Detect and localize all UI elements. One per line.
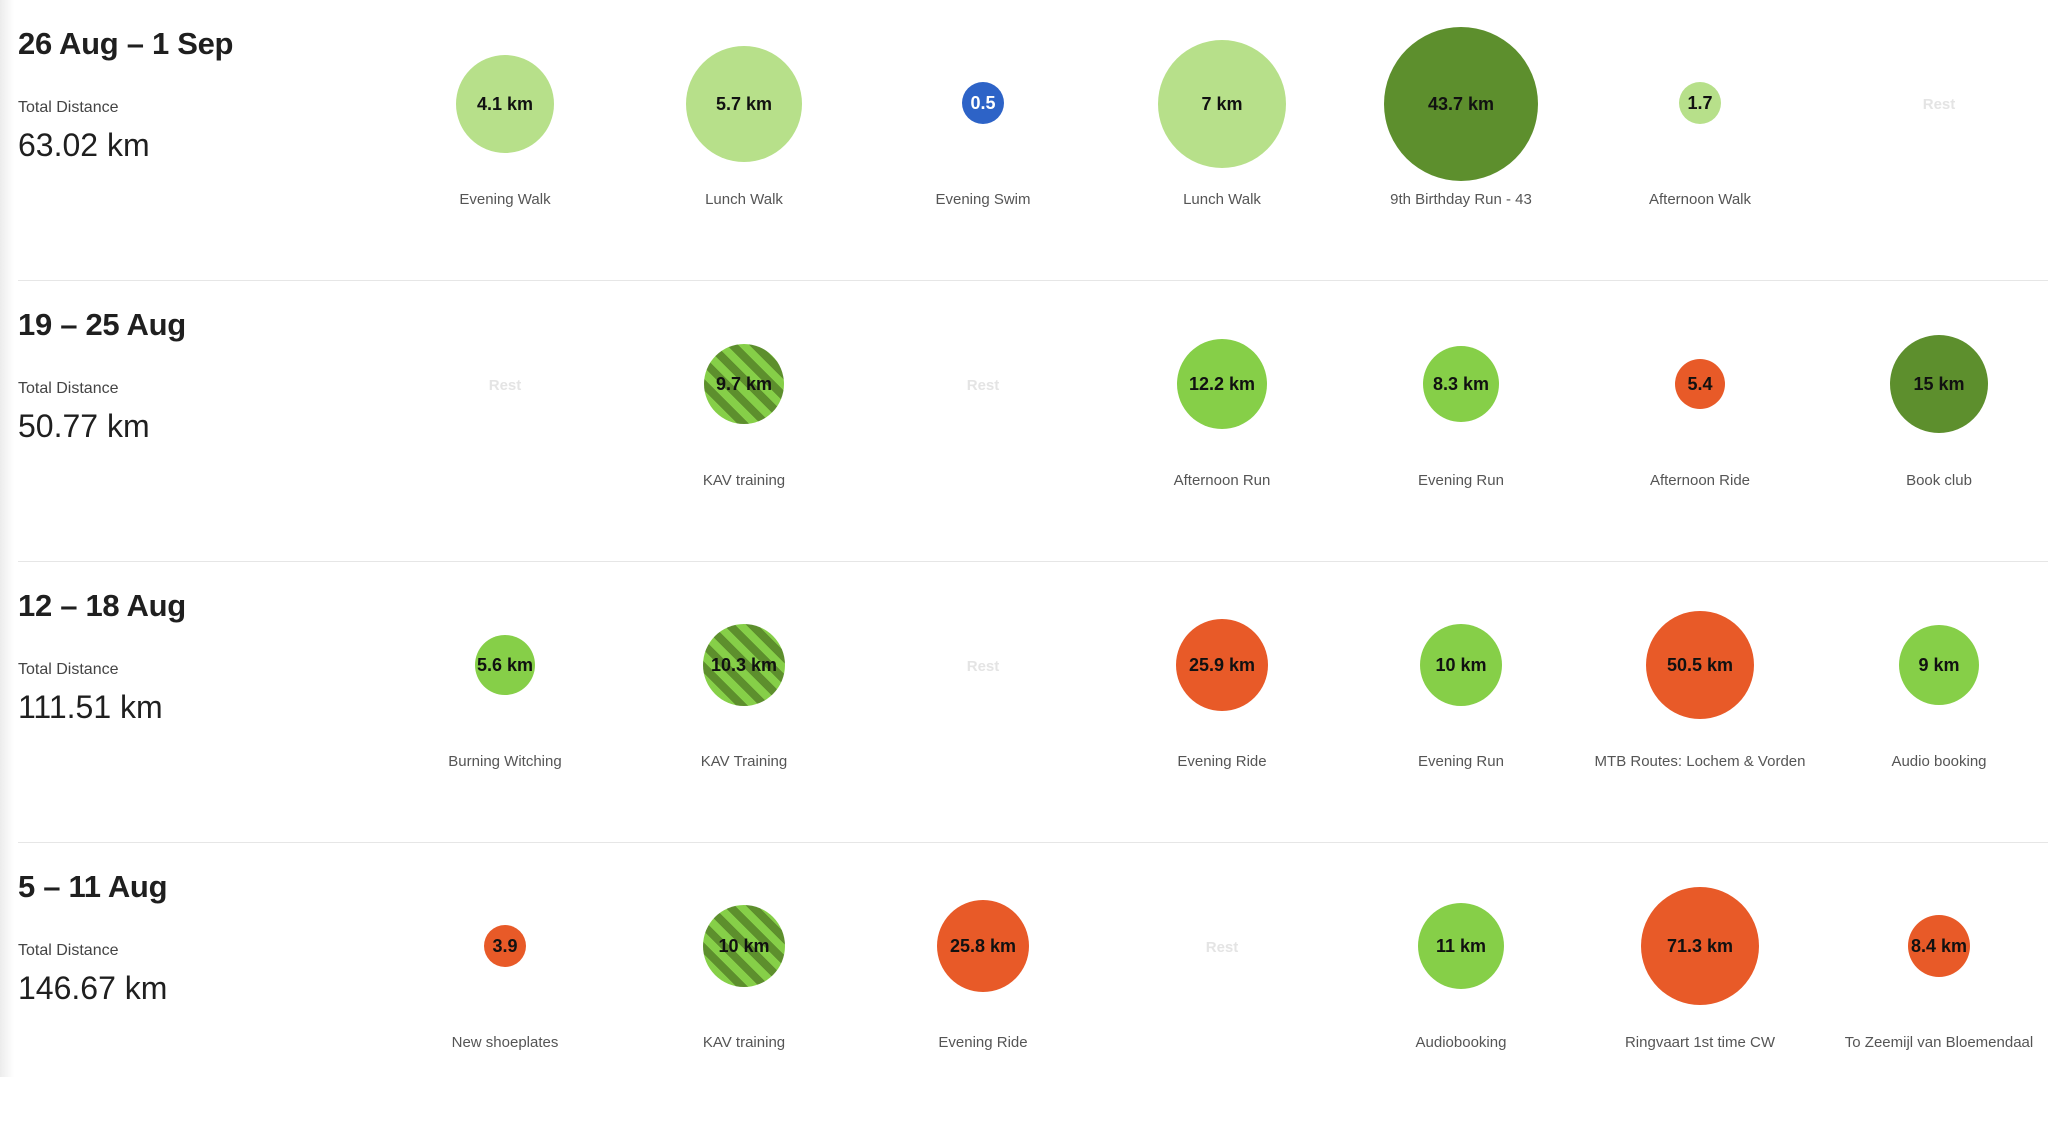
- day-cell: 1.7 Afternoon Walk: [1590, 0, 1810, 280]
- activity-bubble[interactable]: 3.9: [484, 925, 526, 967]
- activity-name[interactable]: Lunch Walk: [705, 191, 783, 208]
- activity-bubble[interactable]: 5.7 km: [686, 46, 802, 162]
- day-cell: 50.5 km MTB Routes: Lochem & Vorden: [1590, 562, 1810, 842]
- activity-bubble[interactable]: 8.4 km: [1908, 915, 1970, 977]
- total-distance-label: Total Distance: [18, 380, 119, 397]
- activity-name[interactable]: New shoeplates: [451, 1034, 559, 1051]
- week-title: 5 – 11 Aug: [18, 869, 168, 904]
- activity-bubble[interactable]: 50.5 km: [1646, 611, 1754, 719]
- activity-bubble[interactable]: 11 km: [1418, 903, 1504, 989]
- day-cell: 5.4 Afternoon Ride: [1590, 281, 1810, 561]
- activity-name[interactable]: Ringvaart 1st time CW: [1624, 1034, 1776, 1051]
- activity-name[interactable]: Audiobooking: [1415, 1034, 1507, 1051]
- total-distance-value: 146.67 km: [18, 970, 168, 1006]
- day-cell: 15 km Book club: [1829, 281, 2048, 561]
- day-cell: 10.3 km KAV Training: [634, 562, 854, 842]
- activity-bubble[interactable]: 5.4: [1675, 359, 1725, 409]
- week-row: 12 – 18 Aug Total Distance 111.51 km 5.6…: [18, 562, 2048, 843]
- activity-bubble[interactable]: 7 km: [1158, 40, 1286, 168]
- weekly-activity-log: 26 Aug – 1 Sep Total Distance 63.02 km 4…: [18, 0, 2048, 1123]
- activity-name[interactable]: Audio booking: [1891, 753, 1987, 770]
- week-title: 26 Aug – 1 Sep: [18, 26, 234, 61]
- activity-name[interactable]: Afternoon Ride: [1649, 472, 1751, 489]
- day-cell: 10 km KAV training: [634, 843, 854, 1123]
- day-cell: 25.8 km Evening Ride: [873, 843, 1093, 1123]
- activity-bubble[interactable]: 8.3 km: [1423, 346, 1499, 422]
- activity-name[interactable]: KAV training: [702, 1034, 786, 1051]
- activity-name[interactable]: Afternoon Run: [1173, 472, 1271, 489]
- activity-name[interactable]: Book club: [1906, 472, 1972, 489]
- total-distance-label: Total Distance: [18, 942, 119, 959]
- activity-name[interactable]: Evening Ride: [938, 1034, 1028, 1051]
- activity-name[interactable]: KAV training: [702, 472, 786, 489]
- activity-bubble[interactable]: 4.1 km: [456, 55, 554, 153]
- total-distance-value: 50.77 km: [18, 408, 150, 444]
- rest-day-label: Rest: [1205, 939, 1239, 956]
- day-cell: Rest: [1829, 0, 2048, 280]
- week-row: 19 – 25 Aug Total Distance 50.77 km Rest…: [18, 281, 2048, 562]
- day-cell: 8.4 km To Zeemijl van Bloemendaal: [1829, 843, 2048, 1123]
- day-cell: 5.7 km Lunch Walk: [634, 0, 854, 280]
- activity-name[interactable]: Evening Walk: [459, 191, 551, 208]
- activity-name[interactable]: MTB Routes: Lochem & Vorden: [1594, 753, 1806, 770]
- activity-name[interactable]: Afternoon Walk: [1649, 191, 1751, 208]
- week-row: 5 – 11 Aug Total Distance 146.67 km 3.9 …: [18, 843, 2048, 1123]
- day-cell: 10 km Evening Run: [1351, 562, 1571, 842]
- activity-bubble[interactable]: 0.5: [962, 82, 1004, 124]
- activity-bubble[interactable]: 10.3 km: [703, 624, 785, 706]
- activity-bubble[interactable]: 5.6 km: [475, 635, 535, 695]
- week-title: 19 – 25 Aug: [18, 307, 186, 342]
- rest-day-label: Rest: [1922, 96, 1956, 113]
- day-cell: 12.2 km Afternoon Run: [1112, 281, 1332, 561]
- day-cell: Rest: [395, 281, 615, 561]
- rest-day-label: Rest: [488, 377, 522, 394]
- day-cell: 8.3 km Evening Run: [1351, 281, 1571, 561]
- day-cell: 3.9 New shoeplates: [395, 843, 615, 1123]
- activity-name[interactable]: Evening Swim: [935, 191, 1031, 208]
- activity-bubble[interactable]: 43.7 km: [1384, 27, 1538, 181]
- activity-name[interactable]: Burning Witching: [448, 753, 562, 770]
- day-cell: 4.1 km Evening Walk: [395, 0, 615, 280]
- activity-bubble[interactable]: 71.3 km: [1641, 887, 1759, 1005]
- activity-bubble[interactable]: 1.7: [1679, 82, 1721, 124]
- total-distance-label: Total Distance: [18, 99, 119, 116]
- activity-name[interactable]: 9th Birthday Run - 43: [1390, 191, 1532, 208]
- day-cell: Rest: [873, 281, 1093, 561]
- week-title: 12 – 18 Aug: [18, 588, 186, 623]
- activity-name[interactable]: Evening Run: [1418, 753, 1504, 770]
- day-cell: 9 km Audio booking: [1829, 562, 2048, 842]
- total-distance-value: 111.51 km: [18, 689, 163, 725]
- day-cell: 5.6 km Burning Witching: [395, 562, 615, 842]
- total-distance-label: Total Distance: [18, 661, 119, 678]
- activity-name[interactable]: Evening Ride: [1177, 753, 1267, 770]
- activity-name[interactable]: Lunch Walk: [1183, 191, 1261, 208]
- day-cell: 25.9 km Evening Ride: [1112, 562, 1332, 842]
- day-cell: 43.7 km 9th Birthday Run - 43: [1351, 0, 1571, 280]
- activity-bubble[interactable]: 25.8 km: [937, 900, 1029, 992]
- day-cell: 11 km Audiobooking: [1351, 843, 1571, 1123]
- rest-day-label: Rest: [966, 377, 1000, 394]
- left-edge-shadow: [0, 0, 14, 1077]
- activity-name[interactable]: Evening Run: [1418, 472, 1504, 489]
- activity-name[interactable]: KAV Training: [700, 753, 788, 770]
- activity-bubble[interactable]: 9.7 km: [704, 344, 784, 424]
- day-cell: 7 km Lunch Walk: [1112, 0, 1332, 280]
- week-row: 26 Aug – 1 Sep Total Distance 63.02 km 4…: [18, 0, 2048, 281]
- activity-bubble[interactable]: 10 km: [1420, 624, 1502, 706]
- activity-name[interactable]: To Zeemijl van Bloemendaal: [1844, 1034, 2034, 1051]
- activity-bubble[interactable]: 12.2 km: [1177, 339, 1267, 429]
- day-cell: Rest: [1112, 843, 1332, 1123]
- day-cell: Rest: [873, 562, 1093, 842]
- day-cell: 0.5 Evening Swim: [873, 0, 1093, 280]
- total-distance-value: 63.02 km: [18, 127, 150, 163]
- activity-bubble[interactable]: 25.9 km: [1176, 619, 1268, 711]
- activity-bubble[interactable]: 15 km: [1890, 335, 1988, 433]
- rest-day-label: Rest: [966, 658, 1000, 675]
- day-cell: 9.7 km KAV training: [634, 281, 854, 561]
- activity-bubble[interactable]: 9 km: [1899, 625, 1979, 705]
- activity-bubble[interactable]: 10 km: [703, 905, 785, 987]
- day-cell: 71.3 km Ringvaart 1st time CW: [1590, 843, 1810, 1123]
